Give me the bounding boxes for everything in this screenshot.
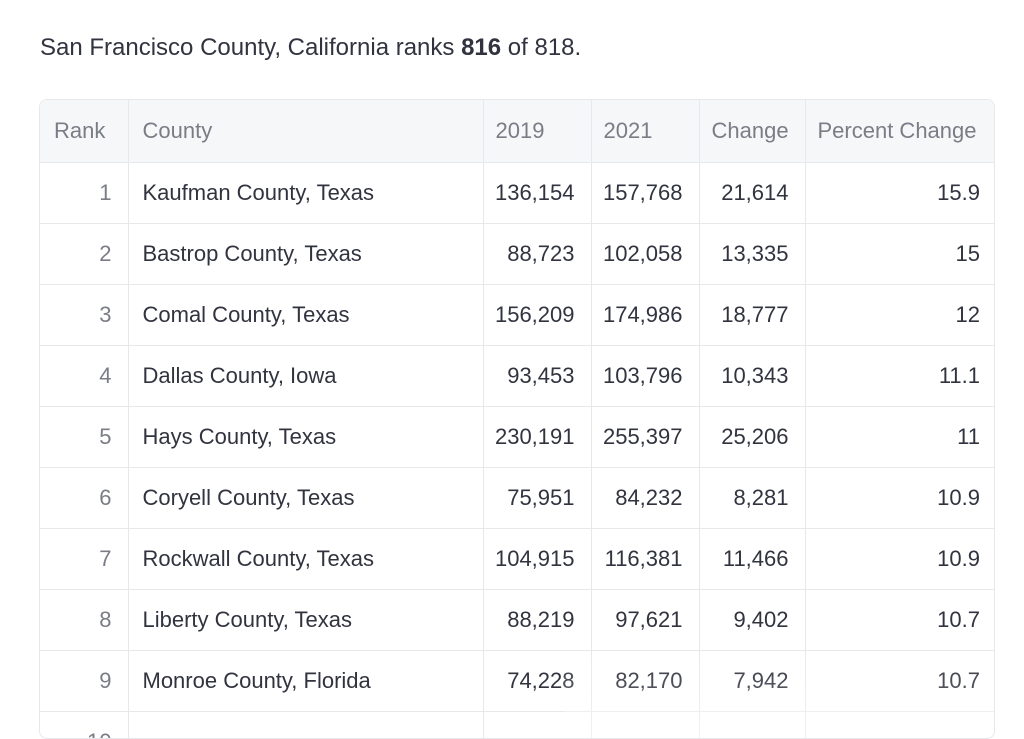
table-row: 6 Coryell County, Texas 75,951 84,232 8,281 1… [40, 467, 994, 529]
cell-percent-change: 10.7 [805, 589, 994, 651]
cell-rank: 10 [40, 711, 129, 738]
summary-prefix: San Francisco County, California ranks [40, 34, 462, 61]
cell-county: Coryell County, Texas [128, 467, 484, 529]
cell-2021: 97,621 [591, 589, 700, 651]
cell-2021: 174,986 [591, 284, 700, 346]
header-2021[interactable]: 2021 [591, 100, 700, 163]
rank-summary: San Francisco County, California ranks 8… [40, 30, 581, 66]
cell-county: Comal County, Texas [128, 284, 484, 346]
cell-change: 10,343 [699, 345, 806, 407]
cell-percent-change: 12 [805, 284, 994, 346]
cell-change: 18,777 [699, 284, 806, 346]
header-percent-change[interactable]: Percent Change [805, 100, 994, 163]
data-table: Rank County 2019 2021 Change Percent Cha… [40, 100, 994, 738]
cell-percent-change: 10.7 [805, 650, 994, 712]
cell-county: Liberty County, Texas [128, 589, 484, 651]
cell-2019: 230,191 [483, 406, 592, 468]
cell-change: 11,466 [699, 528, 806, 590]
cell-2019 [483, 711, 592, 738]
cell-change: 9,402 [699, 589, 806, 651]
cell-2019: 88,219 [483, 589, 592, 651]
cell-county: Rockwall County, Texas [128, 528, 484, 590]
cell-2021 [591, 711, 700, 738]
summary-rank: 816 [461, 34, 502, 61]
cell-percent-change: 10.9 [805, 528, 994, 590]
table-row: 2 Bastrop County, Texas 88,723 102,058 13,33… [40, 223, 994, 285]
header-change[interactable]: Change [699, 100, 806, 163]
table-row: 5 Hays County, Texas 230,191 255,397 25,206 1… [40, 406, 994, 468]
county-table[interactable]: Rank County 2019 2021 Change Percent Cha… [39, 99, 995, 739]
cell-percent-change: 11.1 [805, 345, 994, 407]
summary-middle: of [501, 34, 535, 61]
summary-total: 818 [534, 34, 575, 61]
cell-county: Monroe County, Florida [128, 650, 484, 712]
cell-county: Hays County, Texas [128, 406, 484, 468]
cell-percent-change: 15.9 [805, 162, 994, 224]
cell-county: Dallas County, Iowa [128, 345, 484, 407]
cell-2019: 156,209 [483, 284, 592, 346]
cell-2019: 88,723 [483, 223, 592, 285]
table-row: 7 Rockwall County, Texas 104,915 116,381 11,… [40, 528, 994, 590]
cell-2019: 75,951 [483, 467, 592, 529]
cell-county [128, 711, 484, 738]
cell-rank: 6 [40, 467, 129, 529]
cell-county: Bastrop County, Texas [128, 223, 484, 285]
cell-2021: 116,381 [591, 528, 700, 590]
table-row: 8 Liberty County, Texas 88,219 97,621 9,402 1… [40, 589, 994, 651]
table-row: 10 [40, 711, 994, 738]
cell-rank: 1 [40, 162, 129, 224]
cell-change: 13,335 [699, 223, 806, 285]
summary-suffix: . [574, 34, 582, 61]
cell-change: 7,942 [699, 650, 806, 712]
cell-rank: 5 [40, 406, 129, 468]
cell-2021: 82,170 [591, 650, 700, 712]
cell-2019: 93,453 [483, 345, 592, 407]
header-county[interactable]: County [128, 100, 484, 163]
cell-2019: 74,228 [483, 650, 592, 712]
cell-rank: 4 [40, 345, 129, 407]
cell-2021: 157,768 [591, 162, 700, 224]
cell-percent-change [805, 711, 994, 738]
cell-change: 21,614 [699, 162, 806, 224]
table-row: 9 Monroe County, Florida 74,228 82,170 7,942… [40, 650, 994, 712]
cell-rank: 2 [40, 223, 129, 285]
cell-change: 25,206 [699, 406, 806, 468]
cell-2019: 136,154 [483, 162, 592, 224]
cell-rank: 7 [40, 528, 129, 590]
table-row: 4 Dallas County, Iowa 93,453 103,796 10,343 1… [40, 345, 994, 407]
cell-2021: 84,232 [591, 467, 700, 529]
cell-change [699, 711, 806, 738]
table-row: 3 Comal County, Texas 156,209 174,986 18,777… [40, 284, 994, 346]
table-row: 1 Kaufman County, Texas 136,154 157,768 21,6… [40, 162, 994, 224]
header-rank[interactable]: Rank [40, 100, 129, 163]
cell-percent-change: 11 [805, 406, 994, 468]
cell-2021: 255,397 [591, 406, 700, 468]
cell-2021: 103,796 [591, 345, 700, 407]
cell-percent-change: 10.9 [805, 467, 994, 529]
cell-rank: 8 [40, 589, 129, 651]
cell-change: 8,281 [699, 467, 806, 529]
cell-2019: 104,915 [483, 528, 592, 590]
cell-county: Kaufman County, Texas [128, 162, 484, 224]
table-header-row: Rank County 2019 2021 Change Percent Cha… [40, 100, 994, 163]
cell-rank: 3 [40, 284, 129, 346]
header-2019[interactable]: 2019 [483, 100, 592, 163]
cell-percent-change: 15 [805, 223, 994, 285]
cell-2021: 102,058 [591, 223, 700, 285]
cell-rank: 9 [40, 650, 129, 712]
